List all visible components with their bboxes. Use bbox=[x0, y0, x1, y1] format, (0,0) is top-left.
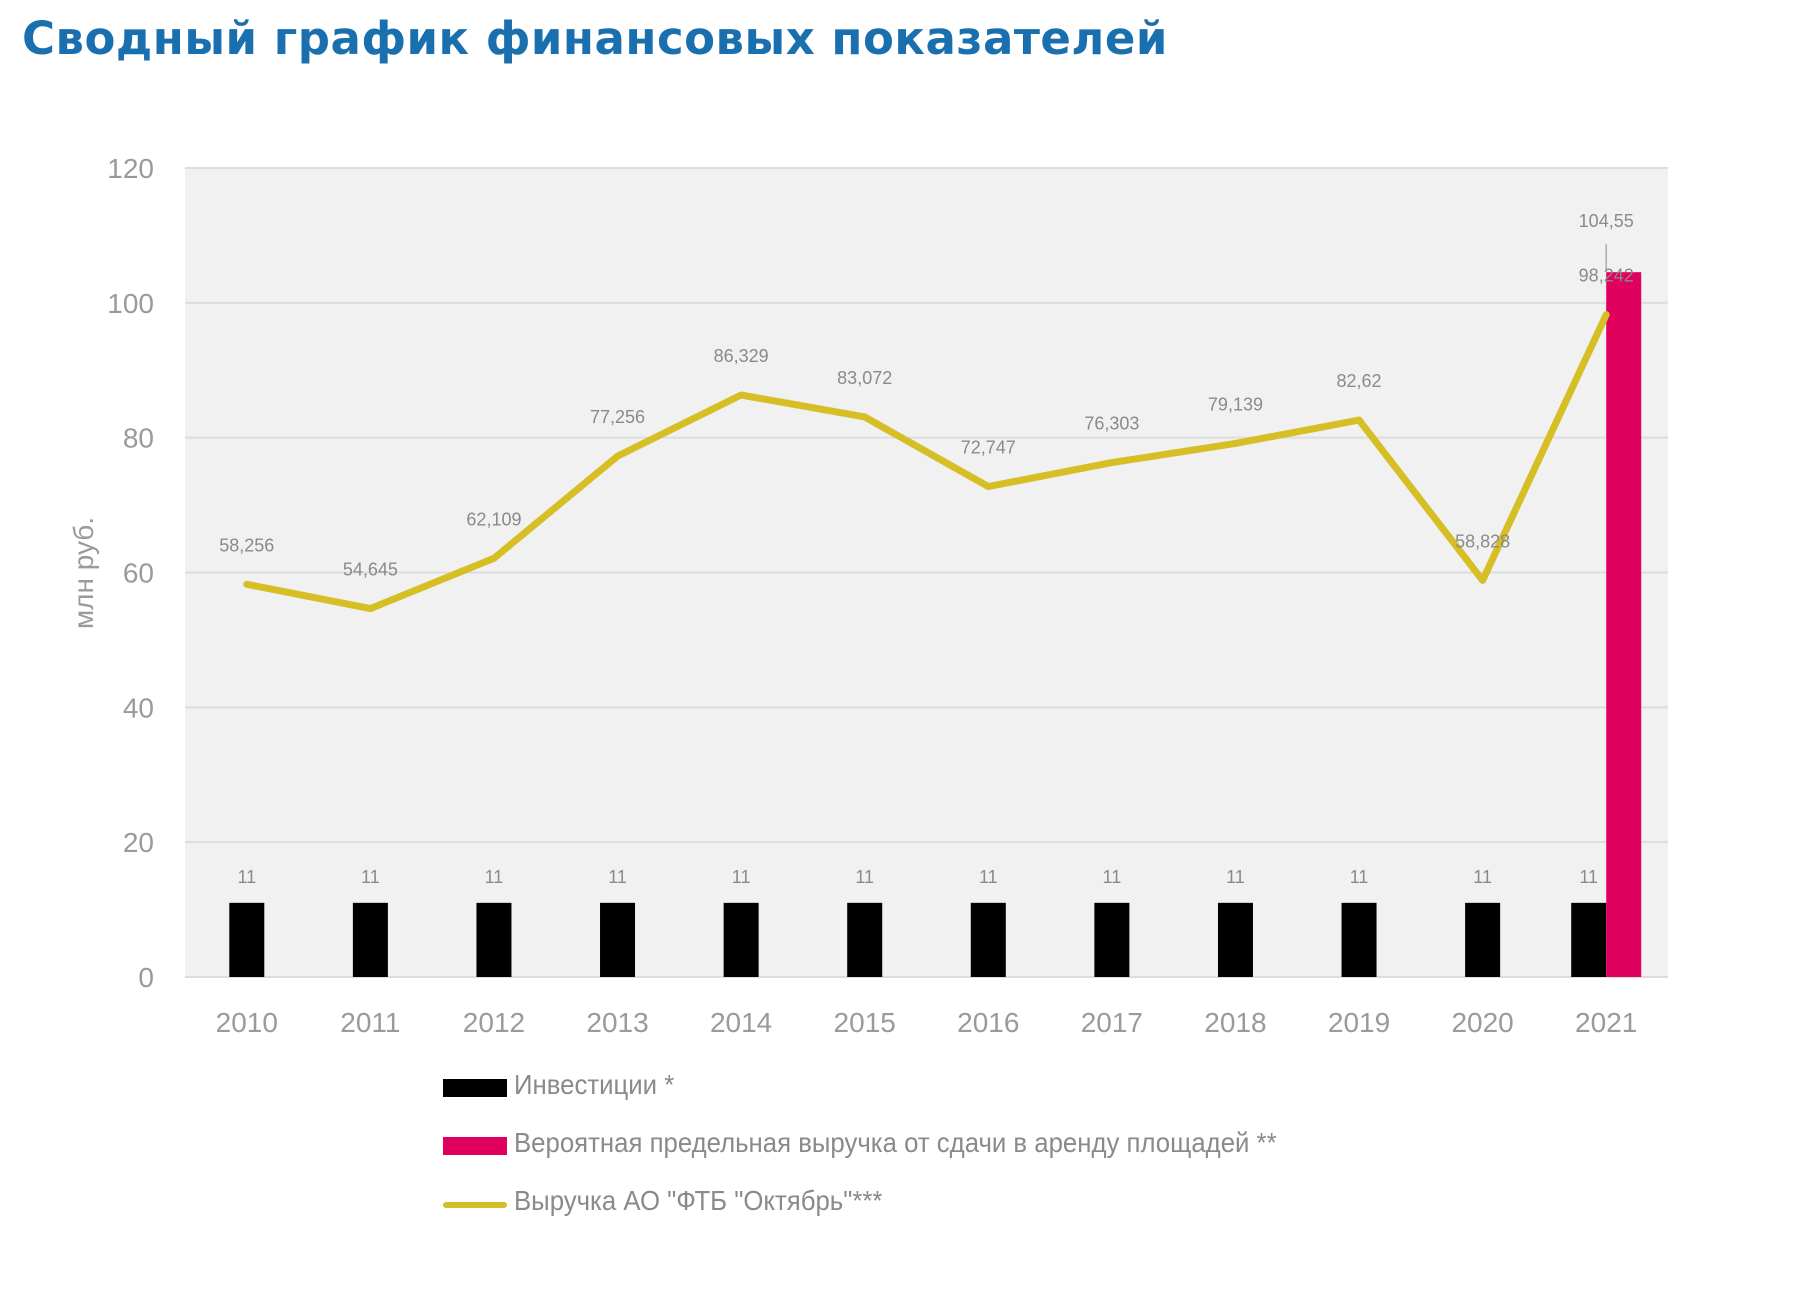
x-tick-label: 2016 bbox=[957, 1007, 1019, 1038]
bar-investments bbox=[847, 902, 883, 977]
data-label-revenue: 98,242 bbox=[1579, 266, 1634, 286]
legend-swatch-revenue-line bbox=[443, 1202, 507, 1208]
y-axis-title: млн руб. bbox=[68, 517, 99, 629]
x-tick-label: 2017 bbox=[1081, 1007, 1143, 1038]
x-tick-label: 2019 bbox=[1328, 1007, 1390, 1038]
data-label-investments: 11 bbox=[1579, 867, 1598, 887]
bar-investments bbox=[352, 902, 388, 977]
data-label-revenue: 82,62 bbox=[1337, 371, 1382, 391]
x-tick-label: 2020 bbox=[1451, 1007, 1513, 1038]
data-label-investments: 11 bbox=[855, 867, 874, 887]
legend-swatch-investments bbox=[443, 1079, 507, 1097]
data-label-revenue: 83,072 bbox=[837, 368, 892, 388]
data-label-revenue: 58,828 bbox=[1455, 531, 1510, 551]
y-tick-label: 60 bbox=[123, 558, 154, 589]
x-tick-label: 2010 bbox=[216, 1007, 278, 1038]
x-tick-label: 2021 bbox=[1575, 1007, 1637, 1038]
bar-investments bbox=[600, 902, 636, 977]
x-tick-label: 2011 bbox=[340, 1007, 400, 1038]
revenue-line bbox=[243, 311, 1610, 613]
bar-investments bbox=[723, 902, 759, 977]
data-label-investments: 11 bbox=[361, 867, 380, 887]
data-label-investments: 11 bbox=[979, 867, 998, 887]
y-tick-label: 100 bbox=[107, 288, 154, 319]
x-tick-label: 2013 bbox=[586, 1007, 648, 1038]
bar-investments bbox=[1341, 902, 1377, 977]
page-title: Сводный график финансовых показателей bbox=[22, 12, 1168, 65]
data-label-revenue: 86,329 bbox=[714, 346, 769, 366]
x-tick-label: 2012 bbox=[463, 1007, 525, 1038]
data-label-revenue: 54,645 bbox=[343, 560, 398, 580]
bar-investments bbox=[229, 902, 265, 977]
legend-swatch-rent-revenue bbox=[443, 1137, 507, 1155]
bar-investments bbox=[970, 902, 1006, 977]
legend-label-revenue-line: Выручка АО "ФТБ "Октябрь"*** bbox=[514, 1185, 883, 1216]
legend-label-investments: Инвестиции * bbox=[514, 1069, 675, 1100]
data-label-investments: 11 bbox=[485, 867, 504, 887]
data-label-revenue: 77,256 bbox=[590, 407, 645, 427]
data-label-investments: 11 bbox=[1473, 867, 1492, 887]
data-label-investments: 11 bbox=[732, 867, 751, 887]
bar-investments bbox=[476, 902, 512, 977]
x-tick-label: 2018 bbox=[1204, 1007, 1266, 1038]
data-label-revenue: 79,139 bbox=[1208, 394, 1263, 414]
y-tick-label: 0 bbox=[138, 962, 154, 993]
bar-investments bbox=[1465, 902, 1501, 977]
data-label-revenue: 76,303 bbox=[1084, 414, 1139, 434]
x-tick-label: 2015 bbox=[834, 1007, 896, 1038]
y-tick-label: 40 bbox=[123, 692, 154, 723]
data-label-revenue: 62,109 bbox=[466, 509, 521, 529]
data-label-investments: 11 bbox=[1103, 867, 1122, 887]
data-label-revenue: 58,256 bbox=[219, 535, 274, 555]
bar-investments bbox=[1094, 902, 1130, 977]
y-tick-label: 20 bbox=[123, 827, 154, 858]
bar-rent-revenue bbox=[1606, 272, 1642, 977]
x-tick-label: 2014 bbox=[710, 1007, 772, 1038]
data-label-investments: 11 bbox=[237, 867, 256, 887]
data-label-investments: 11 bbox=[1350, 867, 1369, 887]
legend-label-rent-revenue: Вероятная предельная выручка от сдачи в … bbox=[514, 1127, 1277, 1158]
y-tick-label: 120 bbox=[107, 153, 154, 184]
data-label-investments: 11 bbox=[608, 867, 627, 887]
y-tick-label: 80 bbox=[123, 423, 154, 454]
bar-investments bbox=[1571, 902, 1607, 977]
bar-investments bbox=[1217, 902, 1253, 977]
data-label-revenue: 72,747 bbox=[961, 438, 1016, 458]
data-label-investments: 11 bbox=[1226, 867, 1245, 887]
data-label-rent-revenue: 104,55 bbox=[1579, 211, 1634, 231]
